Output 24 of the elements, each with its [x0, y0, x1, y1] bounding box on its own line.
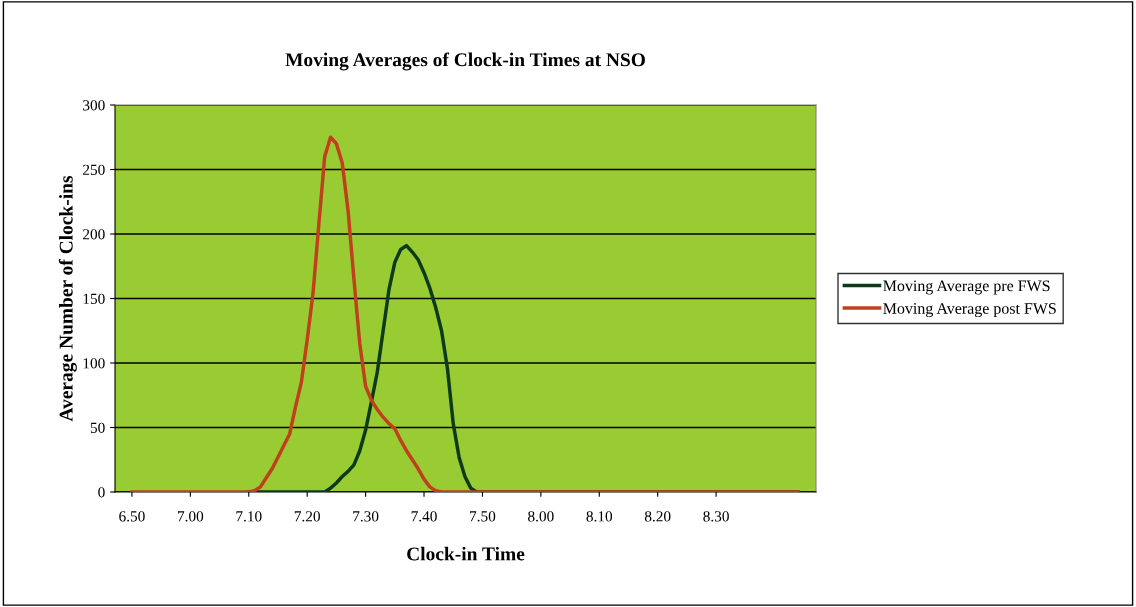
x-tick-label: 7.10 [236, 511, 262, 522]
x-tick-label: 7.50 [470, 511, 496, 522]
x-tick-label: 7.30 [353, 511, 379, 522]
x-tick-label: 8.10 [586, 511, 613, 522]
x-tick-label: 8.20 [644, 511, 671, 522]
x-tick-label: 7.20 [294, 511, 320, 522]
y-tick-label: 250 [83, 164, 105, 175]
y-axis-title: Average Number of Clock-ins [58, 175, 77, 422]
x-tick-label: 6.50 [119, 511, 145, 522]
legend-label: Moving Average post FWS [883, 303, 1056, 318]
y-tick-label: 0 [98, 487, 105, 498]
x-tick-label: 7.40 [411, 511, 437, 522]
legend-label: Moving Average pre FWS [883, 280, 1050, 295]
x-axis-title: Clock-in Time [407, 546, 525, 561]
x-tick-label: 7.00 [178, 511, 204, 522]
y-tick-label: 300 [83, 100, 105, 111]
y-tick-label: 150 [83, 293, 105, 304]
x-tick-label: 8.30 [703, 511, 729, 522]
y-tick-label: 200 [83, 229, 105, 240]
y-tick-label: 100 [83, 358, 105, 369]
x-tick-label: 8.00 [528, 511, 554, 522]
chart-title: Moving Averages of Clock-in Times at NSO [285, 52, 645, 71]
line-series [130, 135, 800, 492]
y-tick-label: 50 [90, 422, 105, 433]
